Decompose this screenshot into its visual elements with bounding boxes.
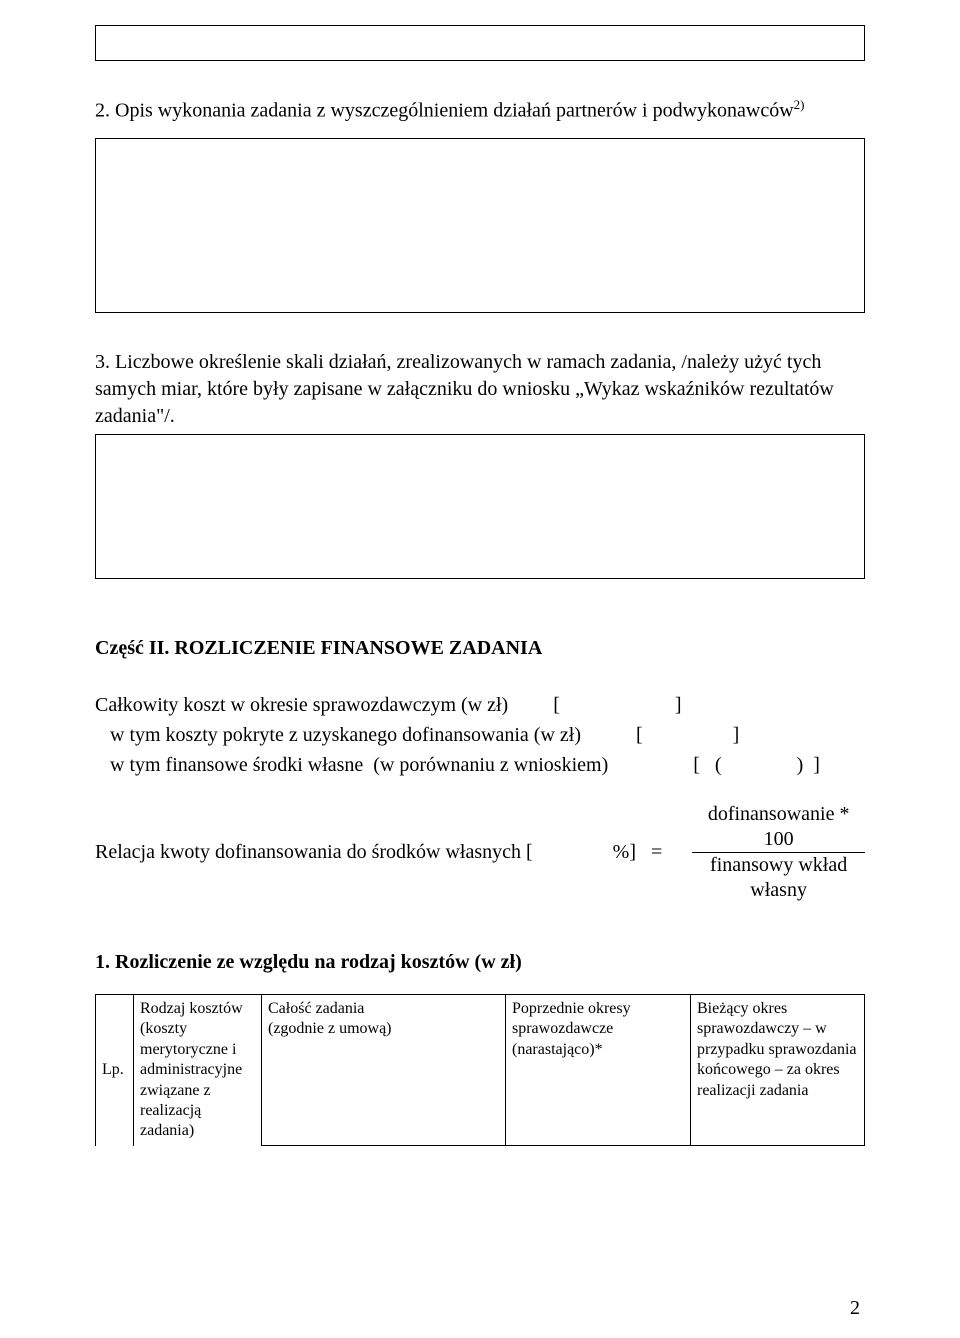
formula-fraction: dofinansowanie * 100 finansowy wkład wła… (692, 802, 865, 903)
cost-table-wrap: Lp. Rodzaj kosztów (koszty merytoryczne … (95, 994, 865, 1147)
empty-box-medium (95, 138, 865, 313)
empty-box-small (95, 434, 865, 579)
formula-left-text: Relacja kwoty dofinansowania do środków … (95, 841, 662, 864)
paragraph-3: 3. Liczbowe określenie skali działań, zr… (95, 349, 865, 430)
fraction-denominator: finansowy wkład własny (692, 852, 865, 903)
cell-calosc: Całość zadania (zgodnie z umową) (262, 994, 506, 1146)
fraction-numerator: dofinansowanie * 100 (692, 802, 865, 852)
cell-lp: Lp. (96, 994, 134, 1146)
cell-poprz: Poprzednie okresy sprawozdawcze (narasta… (506, 994, 691, 1146)
heading-2-text: 2. Opis wykonania zadania z wyszczególni… (95, 100, 794, 122)
sub-title-rozliczenie: 1. Rozliczenie ze względu na rodzaj kosz… (95, 951, 865, 974)
cost-table: Lp. Rodzaj kosztów (koszty merytoryczne … (95, 994, 865, 1147)
formula-row: Relacja kwoty dofinansowania do środków … (95, 802, 865, 903)
cost-lines-block: Całkowity koszt w okresie sprawozdawczym… (95, 690, 865, 780)
cell-rodzaj: Rodzaj kosztów (koszty merytoryczne i ad… (134, 994, 262, 1146)
heading-2: 2. Opis wykonania zadania z wyszczególni… (95, 97, 865, 124)
heading-2-sup: 2) (794, 97, 805, 112)
page-number: 2 (850, 1297, 860, 1320)
section-title-part-ii: Część II. ROZLICZENIE FINANSOWE ZADANIA (95, 637, 865, 660)
table-row: Lp. Rodzaj kosztów (koszty merytoryczne … (96, 994, 865, 1146)
empty-box-top (95, 25, 865, 61)
cell-biez: Bieżący okres sprawozdawczy – w przypadk… (691, 994, 865, 1146)
